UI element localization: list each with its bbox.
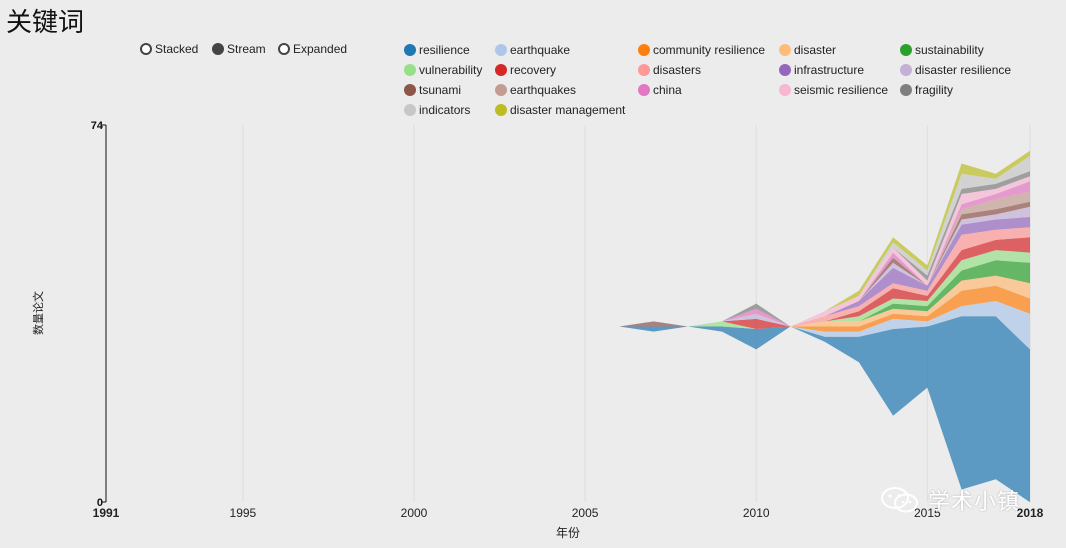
stream-layer [619,191,1030,327]
stream-layer [619,237,1030,329]
legend-label: sustainability [915,43,984,57]
stream-layer [619,201,1030,327]
legend-label: disaster [794,43,837,57]
stream-layer [619,171,1030,327]
radio-icon [278,43,290,55]
legend-item[interactable]: seismic resilience [779,83,888,97]
y-tick-label: 0 [97,497,103,509]
legend-swatch [495,104,507,116]
legend-label: china [653,83,682,97]
mode-label: Stacked [155,42,199,56]
watermark-text: 学术小镇 [928,490,1021,515]
legend-swatch [638,44,650,56]
legend-label: tsunami [419,83,462,97]
stream-layer [619,316,1030,503]
legend-swatch [495,84,507,96]
legend-item[interactable]: disaster resilience [900,63,1011,77]
wechat-logo-icon [880,486,920,514]
legend-label: infrastructure [794,63,865,77]
legend-swatch [404,84,416,96]
stream-layer [619,227,1030,327]
legend-label: fragility [915,83,954,97]
legend-swatch [779,84,791,96]
mode-label: Expanded [293,42,348,56]
legend-item[interactable]: vulnerability [404,63,482,77]
legend-swatch [638,64,650,76]
legend-item[interactable]: tsunami [404,83,461,97]
stream-layer [619,206,1030,327]
legend-swatch [638,84,650,96]
legend-item[interactable]: china [638,83,682,97]
legend-label: disaster management [510,103,626,117]
legend-swatch [900,64,912,76]
legend-item[interactable]: sustainability [900,43,984,57]
legend-swatch [495,64,507,76]
x-tick-label: 2018 [1017,506,1044,520]
x-tick-label: 1995 [230,506,257,520]
watermark: 学术小镇 [880,484,1020,516]
y-axis-label: 数量论文 [31,291,45,335]
legend-label: seismic resilience [794,83,889,97]
mode-label: Stream [227,42,266,56]
x-axis-label: 年份 [556,526,580,540]
legend-label: community resilience [653,43,766,57]
legend-label: recovery [510,63,557,77]
legend-label: disasters [653,63,702,77]
legend-swatch [404,104,416,116]
stream-layer [619,260,1030,329]
legend-item[interactable]: resilience [404,43,470,57]
x-tick-label: 2005 [572,506,599,520]
stream-layer [619,285,1030,332]
radio-icon [140,43,152,55]
stream-layer [619,301,1030,350]
radio-icon [212,43,224,55]
legend-item[interactable]: disaster management [495,103,625,117]
chart-title: 关键词 [6,8,85,38]
mode-stacked[interactable]: Stacked [140,42,198,56]
legend-item[interactable]: recovery [495,63,556,77]
legend-item[interactable]: indicators [404,103,470,117]
mode-expanded[interactable]: Expanded [278,42,347,56]
legend-item[interactable]: earthquake [495,43,570,57]
x-tick-label: 2015 [914,506,941,520]
legend-swatch [779,44,791,56]
mode-stream[interactable]: Stream [212,42,266,56]
x-tick-label: 2010 [743,506,770,520]
stream-layer [619,275,1030,329]
legend-item[interactable]: disaster [779,43,836,57]
legend-item[interactable]: disasters [638,63,701,77]
legend-item[interactable]: earthquakes [495,83,576,97]
legend-item[interactable]: infrastructure [779,63,864,77]
legend-item[interactable]: community resilience [638,43,765,57]
legend-swatch [900,84,912,96]
legend-label: earthquake [510,43,571,57]
legend-swatch [404,64,416,76]
stream-layer [619,250,1030,329]
legend-swatch [900,44,912,56]
legend-swatch [495,44,507,56]
y-tick-label: 74 [91,120,104,132]
legend-label: indicators [419,103,471,117]
x-tick-label: 2000 [401,506,428,520]
legend-label: vulnerability [419,63,483,77]
legend-label: disaster resilience [915,63,1012,77]
stream-layer [619,176,1030,327]
legend-label: resilience [419,43,470,57]
x-tick-label: 1991 [93,506,120,520]
legend-label: earthquakes [510,83,577,97]
stream-layer [619,217,1030,327]
legend-swatch [404,44,416,56]
legend-item[interactable]: fragility [900,83,953,97]
legend-swatch [779,64,791,76]
